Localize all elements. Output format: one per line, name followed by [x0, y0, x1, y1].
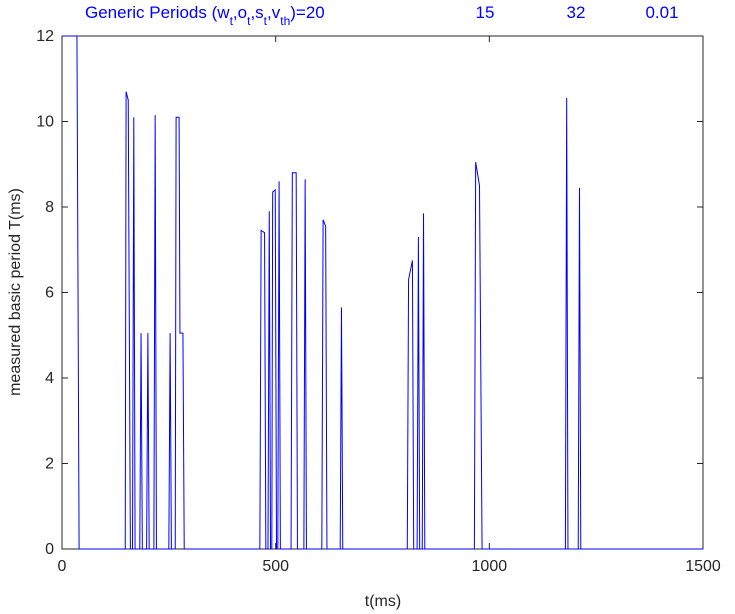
title-text: )=20: [290, 3, 325, 22]
title-text: Generic Periods (w: [85, 3, 230, 22]
y-tick-label: 8: [45, 199, 54, 216]
y-axis-label: measured basic period T(ms): [7, 188, 24, 396]
x-tick-label: 1500: [685, 558, 721, 575]
x-tick-label: 0: [58, 558, 67, 575]
title-subscript: th: [280, 14, 290, 28]
y-tick-label: 0: [45, 541, 54, 558]
title-value: 0.01: [645, 3, 678, 22]
data-line: [62, 35, 703, 550]
y-tick-label: 6: [45, 285, 54, 302]
x-axis-label: t(ms): [365, 593, 401, 610]
title-subscript: t: [230, 14, 234, 28]
title-text: ,v: [267, 3, 281, 22]
title-text: ,s: [250, 3, 263, 22]
y-tick-label: 10: [36, 114, 54, 131]
chart-title: Generic Periods (wt,ot,st,vth)=20: [85, 3, 325, 28]
y-tick-label: 12: [36, 28, 54, 45]
title-subscript: t: [247, 14, 251, 28]
title-value: 15: [476, 3, 495, 22]
title-value: 32: [567, 3, 586, 22]
y-tick-label: 4: [45, 370, 54, 387]
y-tick-label: 2: [45, 456, 54, 473]
x-tick-label: 500: [262, 558, 289, 575]
x-tick-label: 1000: [472, 558, 508, 575]
title-subscript: t: [264, 14, 268, 28]
title-text: ,o: [233, 3, 247, 22]
axes-box: [61, 35, 704, 550]
